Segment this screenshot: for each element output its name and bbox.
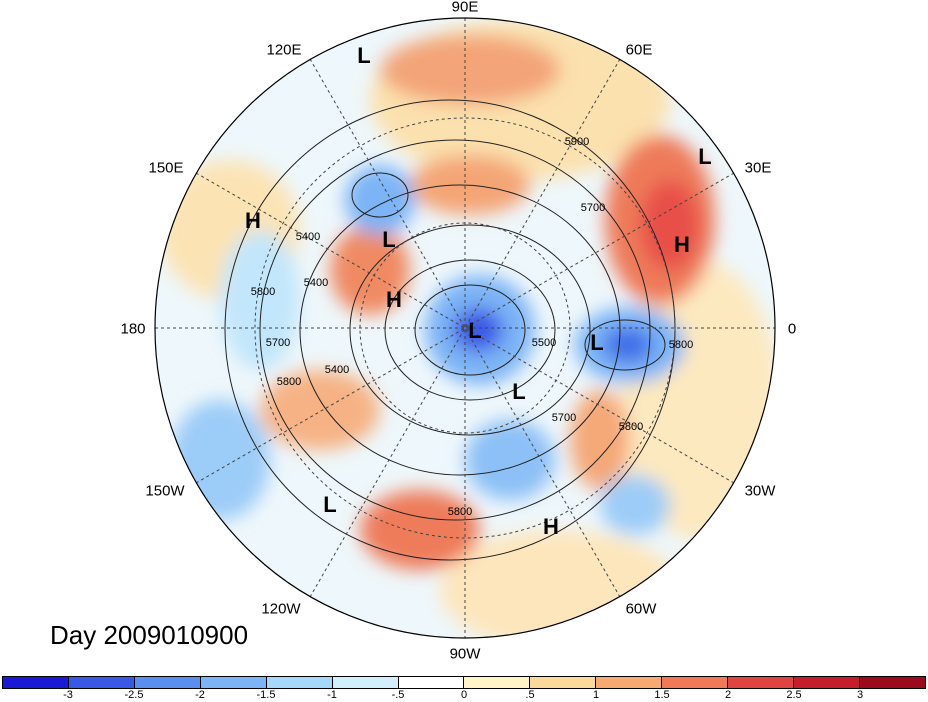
contour-label: 5700: [551, 412, 577, 424]
colorbar-tick-label: -2.5: [124, 689, 144, 701]
colorbar-swatch: [859, 677, 925, 688]
colorbar-swatch: [200, 677, 267, 688]
lon-label: 60E: [625, 41, 653, 59]
low-pressure-marker: L: [698, 144, 712, 169]
colorbar-tick-label: 1: [592, 689, 600, 701]
low-pressure-marker: L: [590, 330, 604, 355]
contour-label: 5800: [276, 376, 302, 388]
lon-label: 30E: [744, 159, 772, 177]
colorbar-tick-label: 2: [724, 689, 732, 701]
map-boundary: [154, 17, 776, 639]
high-pressure-marker: H: [543, 514, 559, 539]
colorbar-tick-label: -2: [195, 689, 205, 701]
lon-label: 90W: [449, 645, 481, 663]
colorbar-tick-label: 1.5: [654, 689, 670, 701]
colorbar-swatch: [68, 677, 135, 688]
contour-label: 5700: [265, 337, 291, 349]
colorbar-tick-label: -3: [63, 689, 73, 701]
colorbar-swatch: [398, 677, 465, 688]
contour-label: 5900: [564, 136, 590, 148]
contour-label: 5400: [295, 231, 321, 243]
colorbar-tick-label: -.5: [391, 689, 405, 701]
high-pressure-marker: H: [386, 287, 402, 312]
colorbar-tick-label: 3: [856, 689, 864, 701]
lon-label: 120E: [266, 41, 302, 59]
colorbar-swatch: [728, 677, 795, 688]
colorbar-tick-label: -1.5: [256, 689, 276, 701]
contour-label: 5800: [250, 286, 276, 298]
high-pressure-marker: H: [674, 232, 690, 257]
colorbar-swatch: [3, 677, 69, 688]
contour-label: 5400: [324, 364, 350, 376]
colorbar-swatch: [266, 677, 333, 688]
colorbar-tick-label: 2.5: [786, 689, 802, 701]
low-pressure-marker: L: [382, 227, 396, 252]
contour-label: 5800: [668, 339, 694, 351]
map-title: Day 2009010900: [50, 620, 249, 650]
lon-label: 30W: [744, 482, 776, 500]
colorbar-swatch: [662, 677, 729, 688]
colorbar-swatch: [464, 677, 531, 688]
contour-label: 5400: [303, 277, 329, 289]
graticule: [155, 18, 775, 638]
low-pressure-marker: L: [323, 492, 337, 517]
high-pressure-marker: H: [245, 208, 261, 233]
colorbar-swatch: [794, 677, 860, 688]
lon-label: 180: [120, 320, 146, 338]
colorbar: [2, 676, 926, 689]
high-pressure-marker: H: [694, 640, 695, 641]
colorbar-swatch: [530, 677, 597, 688]
colorbar-swatch: [134, 677, 201, 688]
lon-label: 60W: [625, 600, 657, 618]
lon-label: 90E: [451, 0, 479, 16]
lon-label: 150W: [145, 482, 185, 500]
contour-label: 5700: [580, 202, 606, 214]
lon-label: 150E: [148, 159, 184, 177]
contour-label: 5500: [531, 337, 557, 349]
lon-label: 120W: [261, 600, 301, 618]
lon-label: 0: [787, 320, 797, 338]
contour-label: 5800: [618, 421, 644, 433]
colorbar-tick-label: -1: [327, 689, 337, 701]
colorbar-swatch: [332, 677, 399, 688]
colorbar-swatch: [596, 677, 663, 688]
low-pressure-marker: L: [357, 43, 371, 68]
low-pressure-marker: L: [512, 379, 526, 404]
contour-label: 5800: [447, 506, 473, 518]
low-pressure-marker: L: [502, 474, 503, 475]
low-pressure-marker: L: [468, 318, 482, 343]
colorbar-tick-label: 0: [460, 689, 468, 701]
colorbar-tick-label: .5: [525, 689, 535, 701]
